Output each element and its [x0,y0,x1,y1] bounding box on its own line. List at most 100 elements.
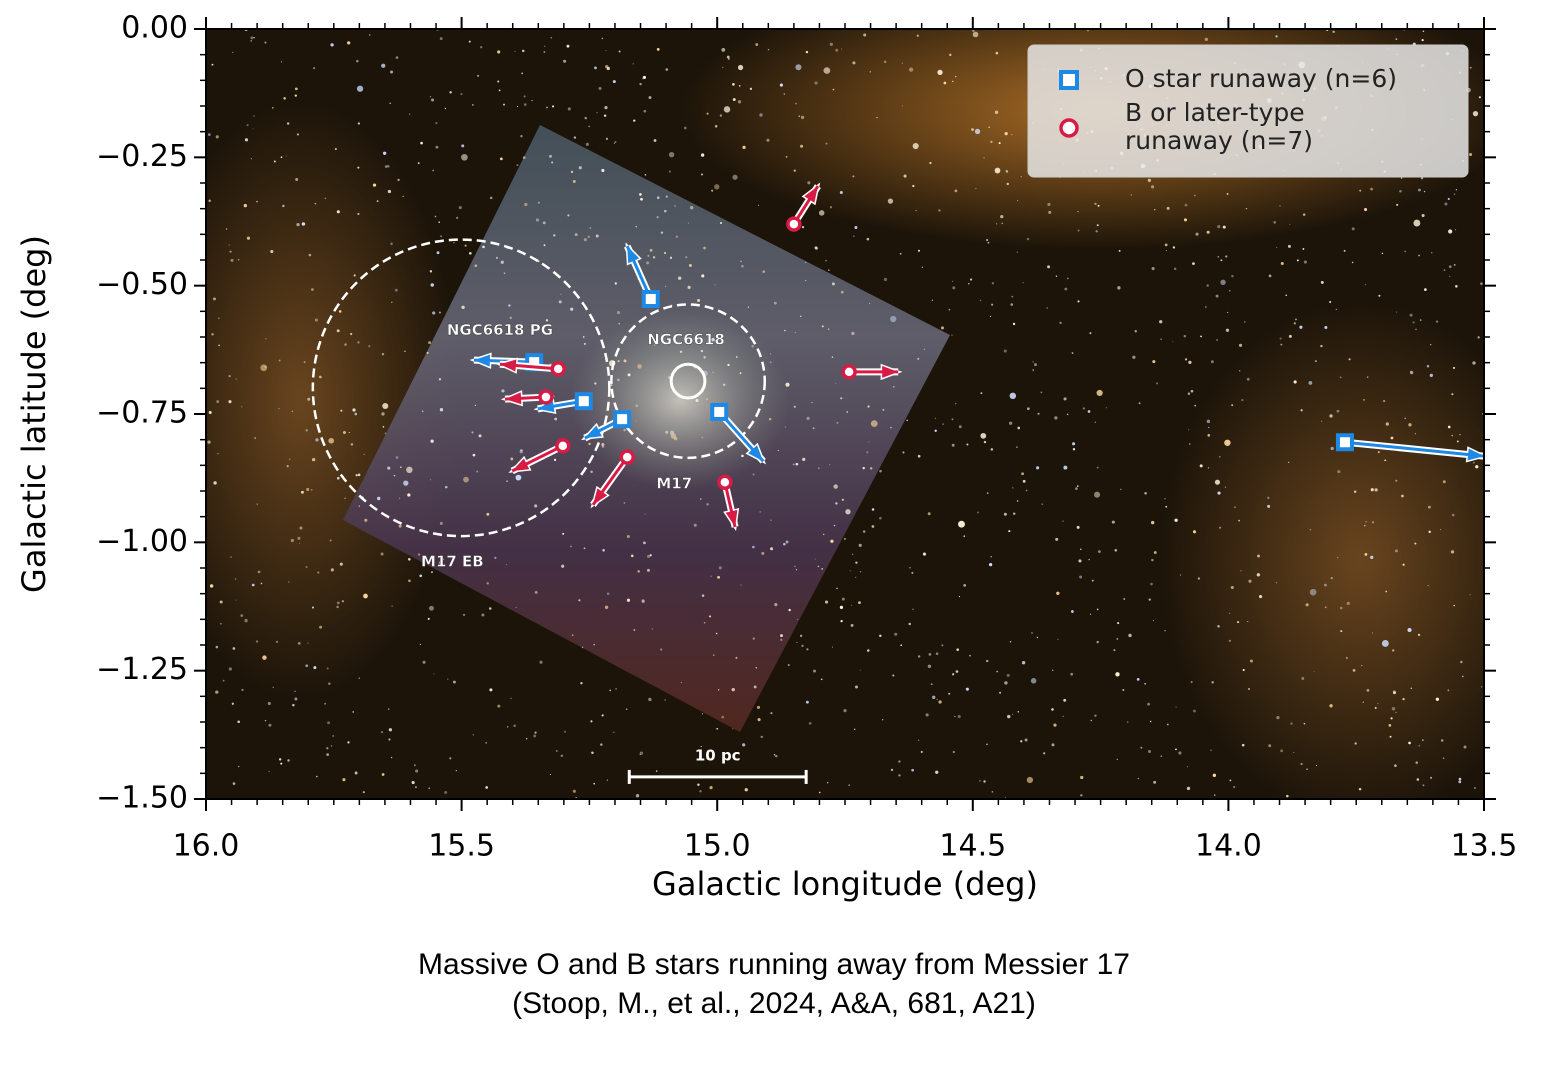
region-circle [311,238,611,538]
star [917,655,921,658]
star [1273,221,1276,224]
star [522,156,526,159]
star [1229,612,1231,614]
star [806,416,810,421]
star [240,614,244,618]
star [514,51,516,53]
star [811,401,813,404]
region-circle [610,303,766,460]
star [1166,723,1169,726]
star [1164,243,1168,247]
star [777,449,779,452]
star [1030,678,1037,684]
star [1217,491,1221,495]
star [969,654,971,657]
star [246,236,251,240]
star [1452,366,1456,370]
star [329,539,332,542]
star [1324,606,1327,609]
star [1091,579,1094,582]
star [1337,557,1339,559]
star [1378,294,1381,297]
star [558,300,562,304]
star [1037,412,1040,415]
star [1156,382,1159,385]
star [213,297,216,301]
star [908,622,911,626]
star [828,463,831,466]
star [737,64,744,71]
legend-marker [1059,70,1079,90]
star [523,95,526,98]
star [975,187,977,189]
star [525,738,528,740]
star [1012,512,1016,515]
star [461,305,465,310]
star [1364,524,1366,527]
star [340,409,343,412]
star [928,653,932,656]
star [1082,407,1086,410]
star [589,227,592,229]
star [921,266,923,268]
star [900,644,903,647]
star [482,245,485,249]
star [357,122,360,125]
star [641,77,644,80]
star [1137,777,1140,780]
dust-cloud [206,100,460,700]
star [1026,407,1030,411]
star [1055,537,1059,541]
star [1280,262,1284,265]
star [917,454,921,458]
star [1154,209,1156,211]
star [1287,244,1291,248]
y-tick-label: −1.50 [96,781,188,816]
arrow [1344,440,1484,458]
star [290,538,294,543]
star [372,183,377,187]
star [305,429,308,432]
star [389,102,391,105]
star [381,773,385,776]
star [1087,29,1089,32]
star [738,84,741,87]
star [902,451,905,454]
star [605,50,607,52]
star [814,558,816,560]
star [1188,360,1192,365]
star [759,113,763,117]
star [307,397,311,401]
star [1422,739,1424,741]
star [642,75,647,79]
star [307,642,309,644]
star [871,525,875,528]
star [534,504,538,508]
star [1246,377,1250,381]
star [1309,588,1317,596]
star [1295,318,1297,321]
star [912,184,915,188]
star [570,170,574,174]
star [1220,279,1226,286]
star [1165,250,1167,252]
star [595,234,599,238]
star [1339,376,1342,379]
star [1225,255,1228,258]
star [415,769,419,773]
star [1324,583,1327,587]
star [618,50,621,53]
star [1165,505,1168,508]
star [635,404,639,408]
star [1026,237,1030,241]
star [1000,214,1004,219]
star [1343,249,1346,252]
star [1303,722,1306,725]
star [832,88,835,91]
star [732,728,734,730]
star [706,112,709,115]
star [225,228,228,230]
star [742,743,746,747]
star [1299,325,1303,329]
star [818,467,820,469]
